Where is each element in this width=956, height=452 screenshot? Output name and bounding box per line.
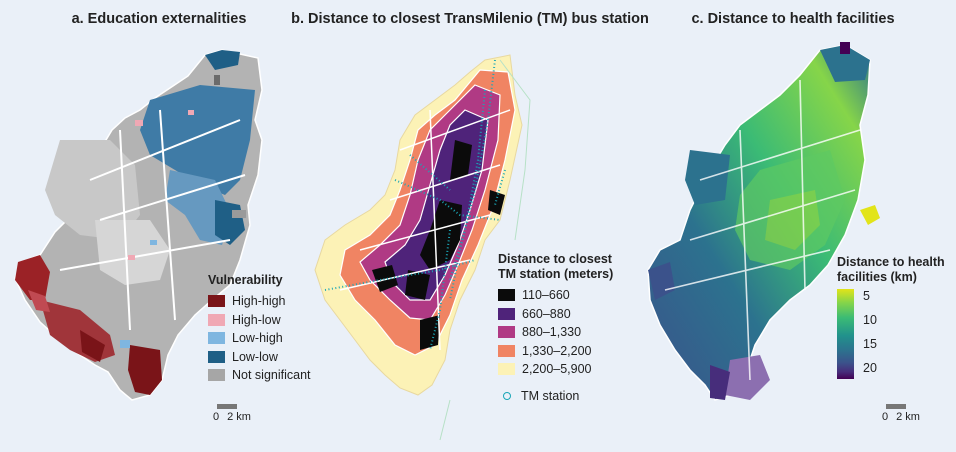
scale-bar-line	[217, 404, 237, 409]
low-low-swatch	[208, 350, 225, 363]
legend-item-high-low: High-low	[208, 311, 311, 330]
legend-item-tm-station: TM station	[498, 387, 613, 406]
vulnerability-legend: Vulnerability High-high High-low Low-hig…	[208, 273, 311, 385]
legend-label: Not significant	[232, 368, 311, 383]
legend-label: High-low	[232, 312, 281, 327]
legend-label: High-high	[232, 294, 286, 309]
legend-label: 880–1,330	[522, 325, 582, 340]
panel-b-title: b. Distance to closest TransMilenio (TM)…	[291, 11, 649, 27]
scale-start-label: 0	[882, 411, 889, 423]
scale-start-label: 0	[213, 411, 220, 423]
legend-item-not-significant: Not significant	[208, 366, 311, 385]
legend-item-high-high: High-high	[208, 292, 311, 311]
660-880-swatch	[498, 307, 515, 320]
tm-distance-legend: Distance to closest TM station (meters) …	[498, 252, 613, 405]
legend-item-low-high: Low-high	[208, 329, 311, 348]
tm-legend-title-line1: Distance to closest	[498, 252, 612, 266]
colorbar-tick-15: 15	[863, 337, 877, 351]
health-colorbar-gradient	[837, 289, 854, 379]
tm-station-lines	[324, 59, 506, 351]
scale-end-label: 2 km	[227, 411, 251, 423]
colorbar-tick-20: 20	[863, 361, 877, 375]
vulnerability-legend-title: Vulnerability	[208, 273, 283, 287]
health-colorbar: 5 10 15 20	[837, 289, 897, 389]
health-legend-title-line2: facilities (km)	[837, 270, 917, 284]
scale-end-label: 2 km	[896, 411, 920, 423]
legend-item-1330-2200: 1,330–2,200	[498, 342, 613, 361]
tm-station-icon	[503, 391, 511, 400]
legend-item-880-1330: 880–1,330	[498, 323, 613, 342]
high-low-swatch	[208, 313, 225, 326]
low-high-swatch	[208, 332, 225, 345]
880-1330-swatch	[498, 326, 515, 339]
legend-label: Low-high	[232, 331, 283, 346]
110-660-swatch	[498, 289, 515, 302]
education-externalities-map	[14, 49, 263, 401]
scale-bar: 0 2 km	[882, 404, 920, 423]
2200-5900-swatch	[498, 363, 515, 376]
high-high-swatch	[208, 295, 225, 308]
legend-label: 1,330–2,200	[522, 343, 592, 358]
transmilenio-distance-map	[314, 54, 531, 441]
colorbar-tick-10: 10	[863, 313, 877, 327]
legend-item-110-660: 110–660	[498, 286, 613, 305]
scale-bar: 0 2 km	[213, 404, 251, 423]
health-distance-legend: Distance to health facilities (km) 5 10 …	[837, 255, 945, 379]
tm-legend-title: Distance to closest TM station (meters)	[498, 252, 613, 282]
tm-legend-title-line2: TM station (meters)	[498, 267, 614, 281]
panel-a-title: a. Education externalities	[71, 11, 247, 27]
legend-item-2200-5900: 2,200–5,900	[498, 360, 613, 379]
panel-transmilenio-distance: b. Distance to closest TransMilenio (TM)…	[291, 0, 649, 452]
panel-health-facilities: c. Distance to health facilities	[630, 0, 956, 452]
legend-item-660-880: 660–880	[498, 305, 613, 324]
colorbar-tick-5: 5	[863, 289, 870, 303]
health-legend-title-line1: Distance to health	[837, 255, 945, 269]
legend-label: 2,200–5,900	[522, 362, 592, 377]
legend-label: 660–880	[522, 306, 571, 321]
panel-c-title: c. Distance to health facilities	[691, 11, 895, 27]
1330-2200-swatch	[498, 344, 515, 357]
legend-label: 110–660	[522, 288, 570, 303]
health-legend-title: Distance to health facilities (km)	[837, 255, 945, 285]
scale-bar-line	[886, 404, 906, 409]
health-facilities-map	[647, 42, 880, 401]
legend-label: Low-low	[232, 349, 278, 364]
legend-label: TM station	[521, 388, 580, 403]
panel-education-externalities: a. Education externalities Vulnerability	[0, 0, 318, 452]
not-significant-swatch	[208, 369, 225, 382]
legend-item-low-low: Low-low	[208, 348, 311, 367]
